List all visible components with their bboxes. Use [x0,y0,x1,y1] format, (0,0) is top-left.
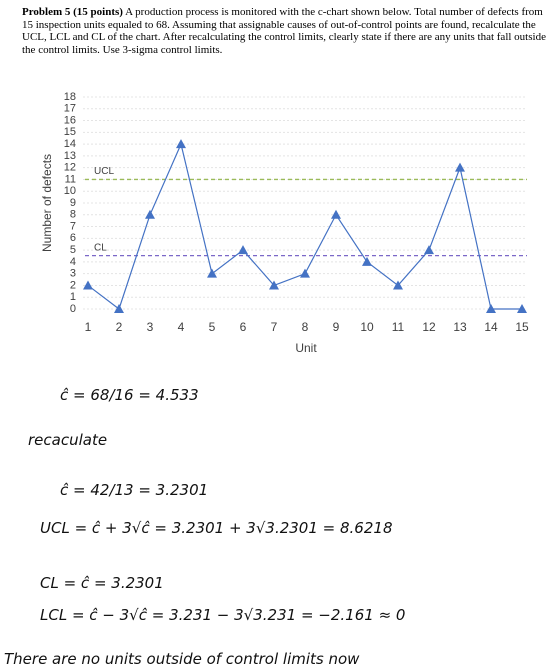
data-point [145,209,155,219]
x-tick-label: 9 [333,320,340,334]
y-tick-label: 11 [65,173,76,185]
y-tick-label: 15 [64,126,76,138]
x-tick-label: 10 [360,320,374,334]
x-tick-label: 14 [484,320,498,334]
y-tick-label: 5 [70,244,76,256]
data-point [331,209,341,219]
data-point [176,139,186,149]
y-tick-label: 12 [64,162,76,174]
data-point [455,162,465,172]
data-point [486,304,496,313]
problem-text: A production process is monitored with t… [22,6,546,56]
data-point [362,256,372,266]
y-tick-label: 16 [64,114,76,126]
y-tick-label: 8 [70,209,76,221]
y-tick-label: 9 [70,197,76,209]
y-tick-label: 6 [70,232,76,244]
data-point [114,304,124,313]
x-tick-label: 11 [392,320,405,334]
y-tick-label: 13 [64,150,76,162]
x-tick-label: 12 [422,320,436,334]
problem: Problem 5 (15 points) A production proce… [22,6,550,56]
y-tick-label: 2 [70,279,76,291]
data-point [207,268,217,278]
control-limit-label: UCL [94,166,114,177]
x-tick-label: 7 [271,320,278,334]
y-tick-label: 0 [70,303,76,315]
x-axis-label: Unit [295,341,317,355]
data-point [393,280,403,290]
y-tick-label: 18 [64,91,76,103]
y-tick-label: 1 [70,291,76,303]
x-tick-label: 4 [178,320,185,334]
data-point [424,245,434,255]
handwritten-note: recaculate [28,431,107,449]
handwritten-note: LCL = ĉ − 3√ĉ = 3.231 − 3√3.231 = −2.161… [40,606,405,624]
x-tick-label: 3 [147,320,154,334]
problem-heading: Problem 5 (15 points) [22,6,123,18]
x-tick-label: 5 [209,320,216,334]
handwritten-note: ĉ = 42/13 = 3.2301 [60,481,208,499]
y-axis-label: Number of defects [40,154,54,252]
data-point [300,268,310,278]
handwritten-note: CL = ĉ = 3.2301 [40,574,164,592]
y-tick-label: 4 [70,256,76,268]
handwritten-note: There are no units outside of control li… [4,650,360,668]
x-tick-label: 1 [85,320,92,334]
y-tick-label: 3 [70,268,76,280]
data-point [517,304,527,313]
x-tick-label: 8 [302,320,309,334]
y-tick-label: 14 [64,138,76,150]
handwritten-note: UCL = ĉ + 3√ĉ = 3.2301 + 3√3.2301 = 8.62… [40,519,393,537]
data-point [269,280,279,290]
x-tick-label: 13 [453,320,467,334]
x-tick-label: 15 [515,320,529,334]
data-point [83,280,93,290]
y-tick-label: 17 [64,103,76,115]
x-tick-label: 2 [116,320,123,334]
x-tick-label: 6 [240,320,247,334]
data-point [238,245,248,255]
control-limit-label: CL [94,242,107,253]
y-tick-label: 10 [64,185,76,197]
handwritten-note: ĉ = 68/16 = 4.533 [60,386,199,404]
y-tick-label: 7 [70,220,76,232]
